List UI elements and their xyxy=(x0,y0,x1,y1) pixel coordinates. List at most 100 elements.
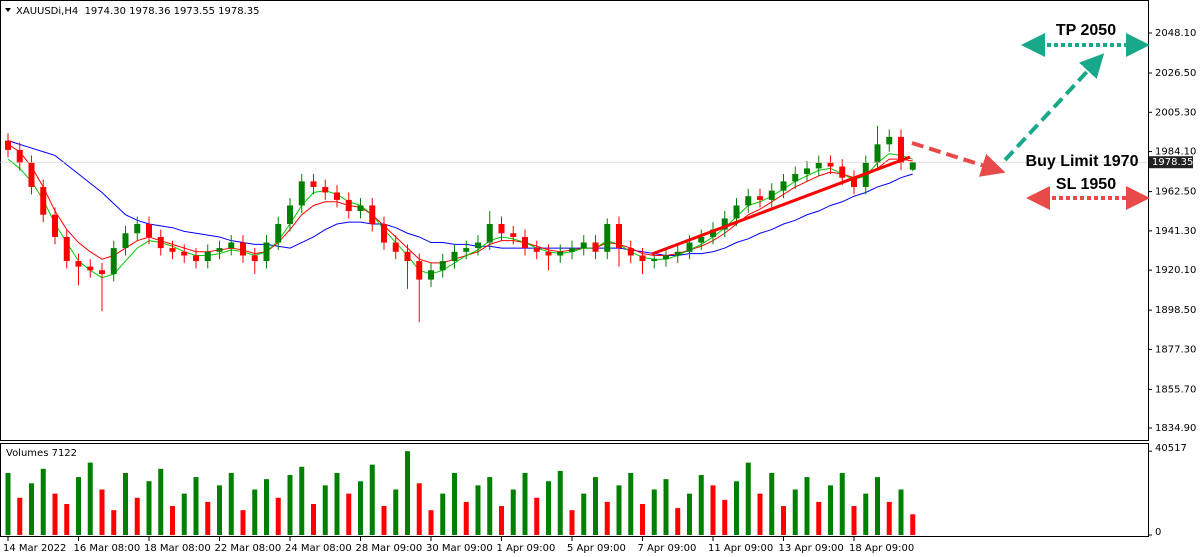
volume-bar xyxy=(557,470,563,535)
volume-bar xyxy=(687,493,692,535)
volume-bar xyxy=(29,483,34,535)
volume-bar xyxy=(228,472,234,535)
volume-bar xyxy=(628,472,634,535)
x-tick-label: 13 Apr 09:00 xyxy=(779,543,844,554)
candle-body xyxy=(404,251,411,262)
y-tick-label: 1834.90 xyxy=(1155,423,1196,434)
candle-body xyxy=(63,236,70,262)
volume-bar xyxy=(17,497,23,535)
volume-bar xyxy=(87,462,93,535)
volume-bar xyxy=(193,477,199,535)
candle-body xyxy=(428,270,434,280)
moving-average xyxy=(7,140,913,256)
candle-body xyxy=(451,251,458,262)
sl-label: SL 1950 xyxy=(1056,176,1116,193)
candle-body xyxy=(569,248,575,252)
volume-bar xyxy=(499,506,504,535)
candle-body xyxy=(357,205,364,212)
x-tick-label: 14 Mar 2022 xyxy=(3,543,66,554)
volume-bar xyxy=(616,485,622,535)
candle-body xyxy=(334,192,340,200)
x-tick-label: 18 Mar 08:00 xyxy=(144,543,211,554)
candle-body xyxy=(874,144,881,163)
candle-body xyxy=(604,224,611,252)
y-tick-label: 1920.10 xyxy=(1155,265,1196,276)
volume-bar xyxy=(369,464,375,535)
x-tick-label: 11 Apr 09:00 xyxy=(708,543,773,554)
price-label: 1978.35 xyxy=(1152,157,1193,168)
volume-bar xyxy=(710,485,716,535)
volume-bar xyxy=(5,472,11,535)
candle-body xyxy=(181,251,188,256)
y-tick-label: 1898.50 xyxy=(1155,305,1196,316)
candle-body xyxy=(745,196,752,206)
volume-bar xyxy=(146,481,152,535)
candle-body xyxy=(251,255,258,262)
volume-bar xyxy=(734,481,739,535)
down-arrow xyxy=(911,141,1006,177)
x-tick-label: 18 Apr 09:00 xyxy=(849,543,914,554)
candle-body xyxy=(310,181,317,187)
volume-bar xyxy=(111,510,117,535)
candle-body xyxy=(40,186,47,215)
volume-bar xyxy=(99,489,105,535)
candle-body xyxy=(639,255,646,262)
volume-bar xyxy=(898,489,904,535)
candle-body xyxy=(381,224,387,243)
candle-body xyxy=(392,242,399,252)
candle-body xyxy=(157,236,164,249)
volume-bar xyxy=(358,481,363,535)
price-box xyxy=(1149,156,1193,169)
volume-bar xyxy=(240,510,246,535)
up-arrow xyxy=(1003,53,1105,162)
volume-bar xyxy=(381,506,387,535)
volume-bar xyxy=(593,477,598,535)
symbol-header: XAUUSDi,H4 1974.30 1978.36 1973.55 1978.… xyxy=(16,6,260,17)
volume-bar xyxy=(40,468,46,535)
volume-bar xyxy=(416,483,422,535)
volume-bar xyxy=(181,493,187,535)
x-tick-label: 1 Apr 09:00 xyxy=(497,543,556,554)
volume-bar xyxy=(487,477,493,535)
y-tick-label: 1877.30 xyxy=(1155,344,1196,355)
x-tick-label: 28 Mar 09:00 xyxy=(356,543,423,554)
candle-body xyxy=(439,261,446,271)
y-tick-label: 2005.30 xyxy=(1155,107,1196,118)
volume-bar xyxy=(604,501,610,535)
x-tick-label: 7 Apr 09:00 xyxy=(638,543,697,554)
candle-body xyxy=(110,248,117,275)
volume-bar xyxy=(123,472,128,535)
volume-bar xyxy=(886,501,892,535)
candle-body xyxy=(909,162,916,170)
volume-bar xyxy=(158,468,164,535)
volume-bar xyxy=(745,462,751,535)
candle-body xyxy=(839,166,846,178)
candle-body xyxy=(169,248,176,252)
candle-body xyxy=(698,236,705,243)
candle-body xyxy=(580,242,587,249)
candle-body xyxy=(522,236,528,249)
candle-body xyxy=(240,242,246,256)
candle-body xyxy=(5,140,11,150)
menu-arrow xyxy=(5,8,11,12)
volume-bar xyxy=(264,479,269,535)
volume-bar xyxy=(311,503,316,535)
candle-body xyxy=(510,233,517,237)
volume-bar xyxy=(863,493,869,535)
volume-bar xyxy=(346,493,352,535)
volume-bar xyxy=(510,489,516,535)
volume-bar xyxy=(287,475,293,535)
candle-body xyxy=(204,251,211,262)
volume-bar xyxy=(463,501,469,535)
candle-body xyxy=(710,229,716,237)
y-tick-label: 2048.10 xyxy=(1155,28,1196,39)
volume-bar xyxy=(722,499,728,535)
plot: 2048.10 2026.50 2005.30 1984.10 1962.50 1941.… xyxy=(0,28,1196,554)
candle-body xyxy=(16,149,23,163)
trend-line xyxy=(651,155,911,256)
volume-bar xyxy=(334,472,340,535)
volume-bar xyxy=(875,477,880,535)
volume-bar xyxy=(170,506,175,535)
y-tick-label: 1855.70 xyxy=(1155,384,1196,395)
